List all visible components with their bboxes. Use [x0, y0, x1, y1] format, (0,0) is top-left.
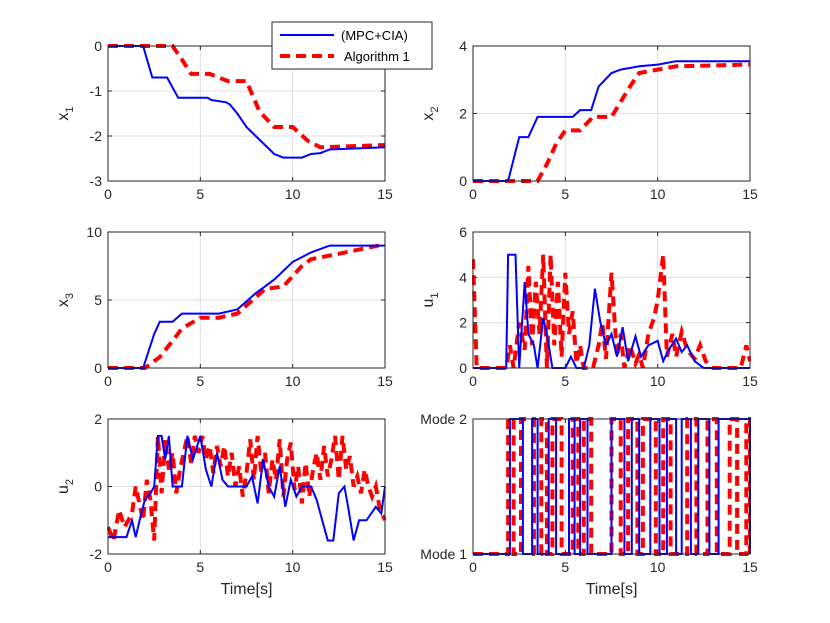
x1-y-tick-label: -1 — [90, 83, 103, 99]
u1-axes-frame — [472, 231, 751, 369]
u1-y-tick-label: 6 — [459, 224, 467, 240]
mode-axes-frame — [472, 418, 751, 555]
u2-y-axis-label-subscript: 2 — [64, 479, 76, 485]
u1-y-axis-label-subscript: 1 — [429, 292, 441, 298]
x3-y-axis-label-subscript: 3 — [64, 293, 76, 299]
u2-y-tick-label: -2 — [90, 546, 103, 562]
u2-y-axis-label-symbol: u — [55, 485, 72, 494]
x2-series-mpc-cia-line — [473, 60, 750, 182]
x1-x-tick-label: 0 — [104, 186, 112, 202]
panel-x3: 0 5 10 15 0 5 10 x3 — [55, 224, 393, 389]
u1-y-axis-label-symbol: u — [420, 299, 437, 308]
u2-y-tick-label: 0 — [94, 479, 102, 495]
u1-y-axis-label: u1 — [420, 292, 441, 307]
x3-y-tick-label: 10 — [86, 224, 102, 240]
x3-y-tick-label: 5 — [94, 292, 102, 308]
x1-y-tick-label: -3 — [90, 173, 103, 189]
u1-y-tick-label: 2 — [459, 315, 467, 331]
x1-x-tick-label: 15 — [377, 186, 393, 202]
mode-x-tick-label: 5 — [561, 559, 569, 575]
mode-x-tick-label: 10 — [650, 559, 666, 575]
mode-y-tick-label: Mode 2 — [420, 411, 467, 427]
x3-series-mpc-cia-line — [108, 244, 385, 369]
u2-x-tick-label: 15 — [377, 559, 393, 575]
x2-x-tick-label: 0 — [469, 186, 477, 202]
legend-box — [271, 21, 433, 70]
mode-x-tick-label: 15 — [742, 559, 758, 575]
x3-x-tick-label: 10 — [285, 373, 301, 389]
x1-y-axis-label: x1 — [55, 106, 76, 120]
mode-x-tick-label: 0 — [469, 559, 477, 575]
u2-y-tick-label: 2 — [94, 411, 102, 427]
u2-x-tick-label: 0 — [104, 559, 112, 575]
x2-x-tick-label: 10 — [650, 186, 666, 202]
x1-y-axis-label-symbol: x — [55, 113, 72, 121]
x2-y-tick-label: 0 — [459, 173, 467, 189]
u1-y-tick-label: 0 — [459, 360, 467, 376]
u2-y-axis-label: u2 — [55, 479, 76, 494]
x1-y-tick-label: -2 — [90, 128, 103, 144]
x2-y-axis-label-subscript: 2 — [429, 106, 441, 112]
legend-label-mpc-cia: (MPC+CIA) — [341, 28, 408, 43]
u2-x-tick-label: 10 — [285, 559, 301, 575]
x2-y-tick-label: 2 — [459, 106, 467, 122]
x2-series-algorithm-1-line — [473, 62, 751, 183]
panel-u1: 0 5 10 15 0 2 4 6 u1 — [420, 224, 758, 389]
mode-x-axis-label: Time[s] — [586, 581, 638, 598]
u2-series-algorithm-1-line — [107, 435, 386, 548]
x2-x-tick-label: 5 — [561, 186, 569, 202]
x3-series-algorithm-1-line — [108, 242, 386, 370]
x3-x-tick-label: 0 — [104, 373, 112, 389]
x1-x-tick-label: 5 — [196, 186, 204, 202]
u1-series-mpc-cia-line — [473, 253, 750, 369]
legend-label-algorithm-1: Algorithm 1 — [344, 49, 410, 64]
x2-y-axis-label: x2 — [420, 106, 441, 120]
u1-x-tick-label: 0 — [469, 373, 477, 389]
x2-y-tick-label: 4 — [459, 38, 467, 54]
x1-series-algorithm-1-line — [108, 44, 386, 150]
x2-y-axis-label-symbol: x — [420, 113, 437, 121]
mode-y-tick-label: Mode 1 — [420, 546, 467, 562]
u2-x-tick-label: 5 — [196, 559, 204, 575]
x1-x-tick-label: 10 — [285, 186, 301, 202]
u1-y-tick-label: 4 — [459, 269, 467, 285]
x1-y-tick-label: 0 — [94, 38, 102, 54]
legend: (MPC+CIA) Algorithm 1 — [271, 21, 433, 70]
x3-y-axis-label: x3 — [55, 293, 76, 307]
u1-x-tick-label: 10 — [650, 373, 666, 389]
x2-x-tick-label: 15 — [742, 186, 758, 202]
u1-x-tick-label: 15 — [742, 373, 758, 389]
u2-x-axis-label: Time[s] — [221, 581, 273, 598]
x3-x-tick-label: 15 — [377, 373, 393, 389]
u2-series-mpc-cia-line — [108, 434, 386, 542]
u1-x-tick-label: 5 — [561, 373, 569, 389]
x1-series-mpc-cia-line — [108, 45, 386, 159]
x1-axes-frame — [107, 45, 386, 182]
x3-x-tick-label: 5 — [196, 373, 204, 389]
x1-y-axis-label-subscript: 1 — [64, 106, 76, 112]
x3-y-axis-label-symbol: x — [55, 299, 72, 307]
panel-mode: 0 5 10 15 Mode 1 Mode 2 Time[s] — [420, 411, 758, 598]
x3-y-tick-label: 0 — [94, 360, 102, 376]
u1-series-algorithm-1-line — [472, 254, 751, 370]
